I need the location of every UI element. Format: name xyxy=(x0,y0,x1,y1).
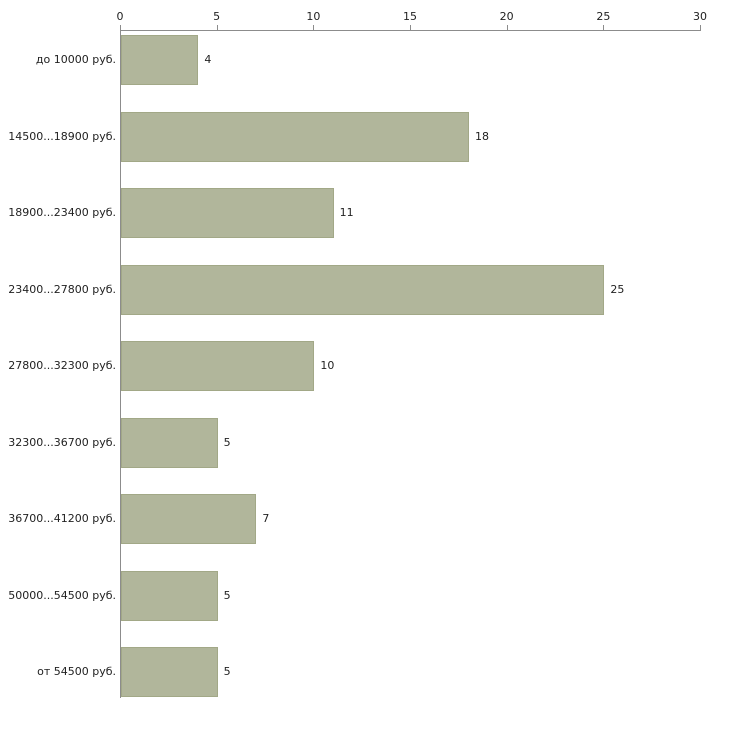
value-label: 10 xyxy=(320,359,335,372)
value-label: 5 xyxy=(223,435,231,449)
category-label: 36700...41200 руб. xyxy=(8,512,116,525)
value-label: 11 xyxy=(339,206,354,219)
x-axis-tick xyxy=(313,25,315,30)
value-label: 4 xyxy=(204,53,212,66)
category-label: 50000...54500 руб. xyxy=(8,588,116,602)
x-axis-tick xyxy=(410,25,411,30)
x-axis-tick xyxy=(603,25,605,30)
category-label: 32300...36700 руб. xyxy=(8,435,116,449)
y-axis-line xyxy=(120,30,121,698)
value-label: 18 xyxy=(475,129,489,143)
x-axis-tick xyxy=(506,25,508,30)
category-label: от 54500 руб. xyxy=(37,665,116,678)
category-label: 18900...23400 руб. xyxy=(8,206,116,219)
category-label: 27800...32300 руб. xyxy=(8,359,116,372)
bar xyxy=(121,264,605,315)
bar xyxy=(121,341,315,391)
x-axis-tick-label: 0 xyxy=(116,10,124,23)
x-axis-tick xyxy=(120,25,121,30)
bar xyxy=(121,417,218,468)
x-axis-tick-label: 5 xyxy=(213,10,221,23)
category-label: до 10000 руб. xyxy=(35,53,116,66)
x-axis-tick-label: 10 xyxy=(306,10,321,23)
bar xyxy=(121,647,218,697)
x-axis-tick-label: 25 xyxy=(596,10,611,23)
value-label: 25 xyxy=(610,282,625,296)
x-axis-tick xyxy=(216,25,218,30)
x-axis-tick-label: 15 xyxy=(403,10,417,23)
bar xyxy=(121,188,334,238)
bar xyxy=(121,494,257,544)
category-label: 23400...27800 руб. xyxy=(8,282,116,296)
x-axis-tick-label: 20 xyxy=(499,10,514,23)
category-label: 14500...18900 руб. xyxy=(8,129,116,143)
bar xyxy=(121,35,199,85)
value-label: 5 xyxy=(223,665,231,678)
x-axis-tick-label: 30 xyxy=(693,10,707,23)
bar xyxy=(121,570,218,621)
x-axis-tick xyxy=(700,25,701,30)
value-label: 7 xyxy=(262,512,270,525)
x-axis-line xyxy=(120,30,701,31)
bar xyxy=(121,111,469,162)
value-label: 5 xyxy=(223,588,231,602)
